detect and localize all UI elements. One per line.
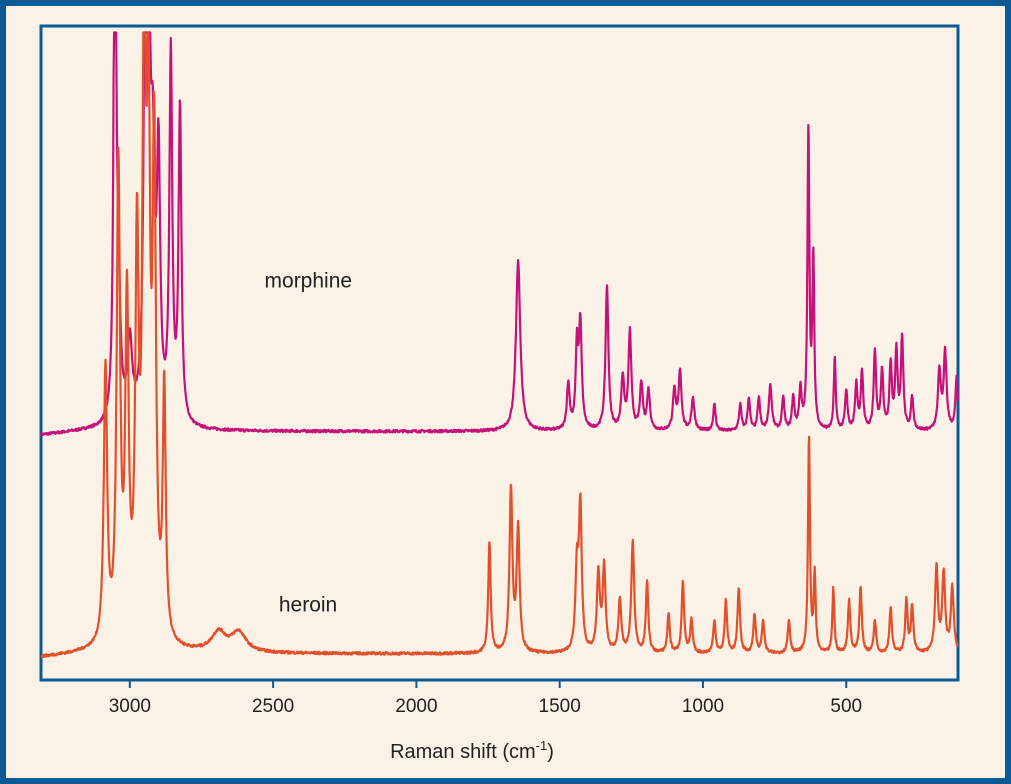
- raman-spectrum-chart: 3000 2500 2000 1500 1000 500 morphine heroin R…: [39, 24, 960, 763]
- x-axis-ticks: 3000 2500 2000 1500 1000 500: [109, 680, 862, 717]
- morphine-series-label: morphine: [265, 270, 353, 293]
- heroin-spectrum-line: [40, 31, 959, 659]
- x-axis-title: Raman shift (cm-1): [390, 738, 554, 763]
- x-tick-label: 2000: [395, 696, 437, 717]
- plot-area-border: [39, 24, 960, 682]
- x-tick-label: 3000: [109, 696, 151, 717]
- x-tick-label: 1500: [539, 696, 581, 717]
- heroin-series-label: heroin: [279, 593, 337, 616]
- chart-frame: 3000 2500 2000 1500 1000 500 morphine heroin R…: [6, 6, 1005, 778]
- x-tick-label: 1000: [682, 696, 724, 717]
- x-tick-label: 2500: [252, 696, 294, 717]
- x-tick-label: 500: [830, 696, 862, 717]
- morphine-spectrum-line: [39, 31, 959, 437]
- series-group: morphine heroin: [39, 31, 959, 659]
